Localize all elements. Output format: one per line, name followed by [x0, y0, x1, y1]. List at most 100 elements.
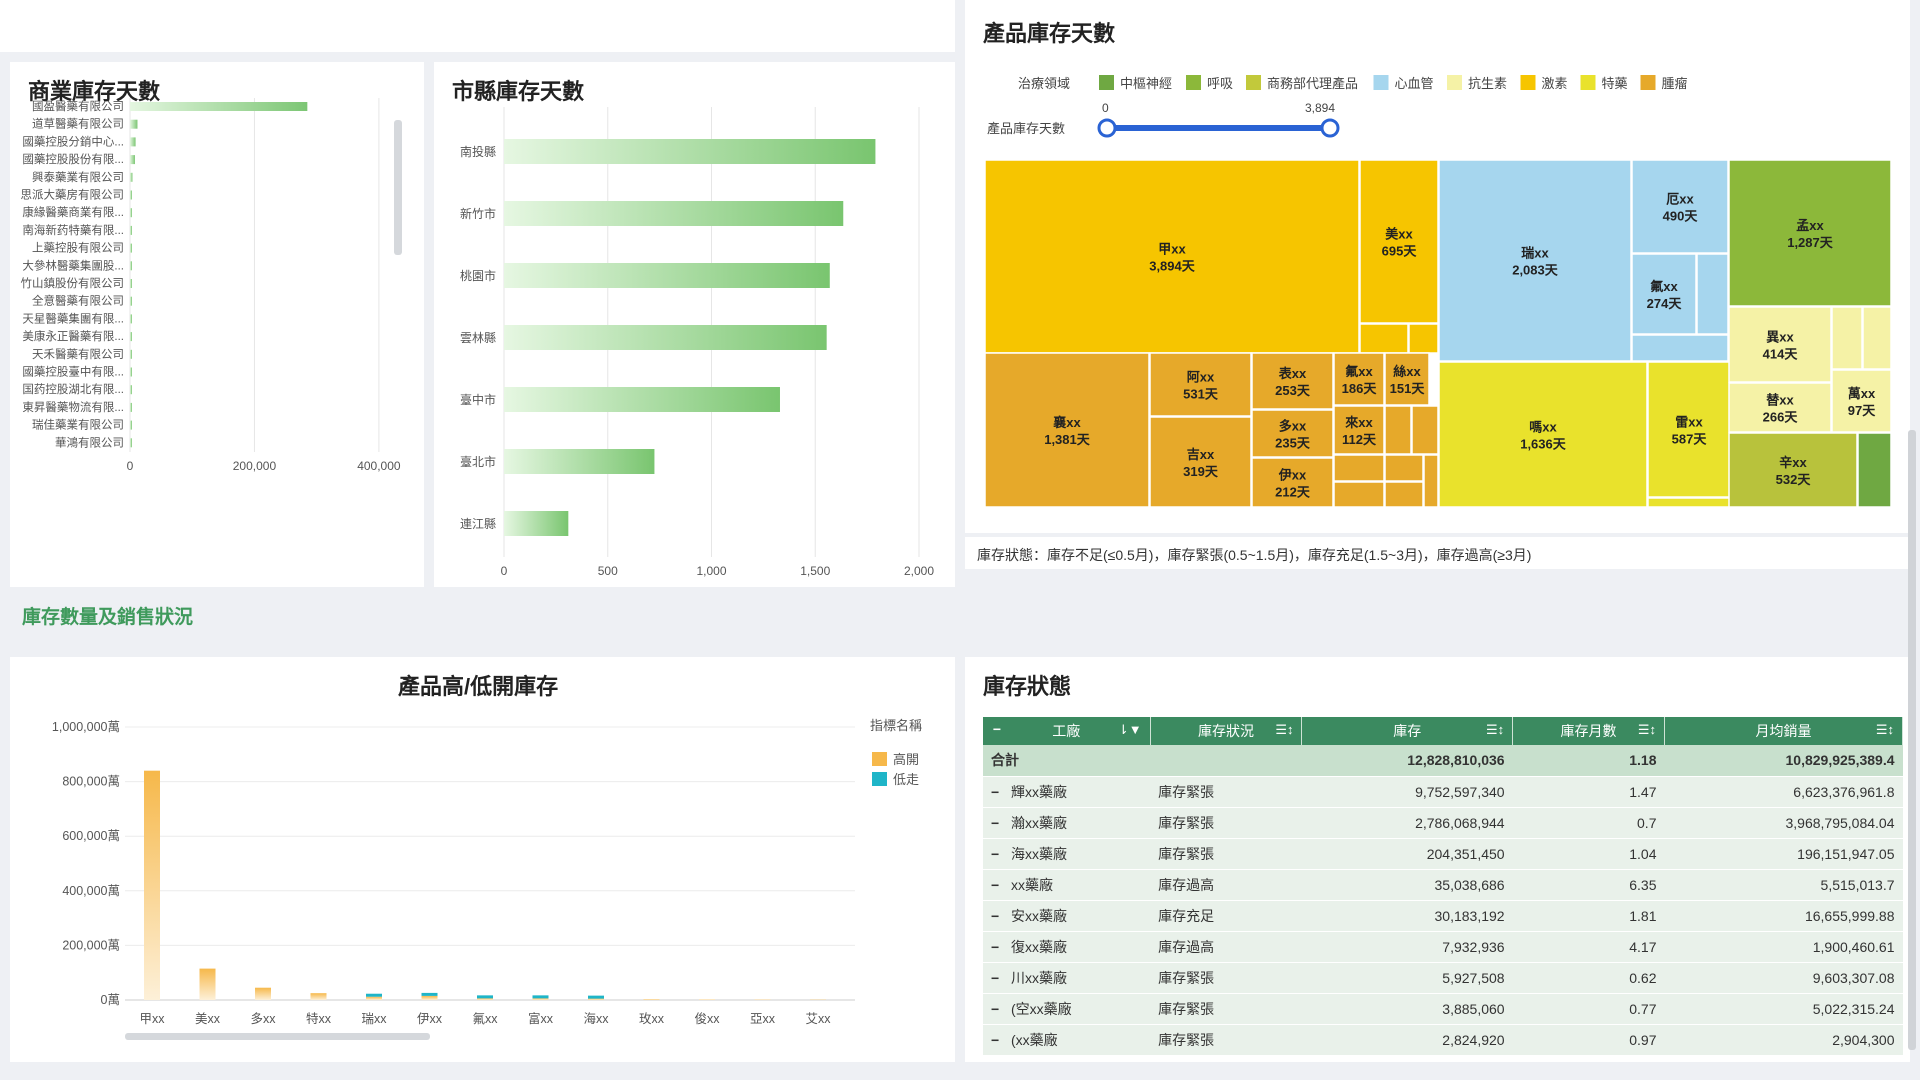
header-sales[interactable]: 月均銷量 ☰↕	[1664, 717, 1904, 745]
bar	[504, 387, 780, 412]
status-table-wrap: − 工廠 ⇂▼ 庫存狀況 ☰↕ 庫存 ☰↕ 庫存月數 ☰↕ 月均銷量 ☰↕ 合計 12,82…	[983, 717, 1904, 1056]
collapse-icon[interactable]: −	[991, 907, 1000, 924]
row-factory: − 川xx藥廠	[983, 962, 1151, 994]
collapse-icon[interactable]: −	[991, 1031, 1000, 1048]
bar	[130, 332, 132, 342]
y-category-label: 國藥控股臺中有限...	[22, 365, 124, 379]
collapse-icon[interactable]: −	[991, 783, 1000, 800]
bar-low	[588, 995, 604, 999]
collapse-icon[interactable]: −	[991, 938, 1000, 955]
row-factory-label: 海xx藥廠	[1011, 845, 1067, 862]
table-row[interactable]: − 瀚xx藥廠 庫存緊張 2,786,068,944 0.7 3,968,795,084.…	[983, 807, 1903, 839]
page-scrollbar[interactable]	[1908, 430, 1916, 1050]
sort-icon[interactable]: ☰↕	[1275, 722, 1294, 737]
y-category-label: 道草醫藥有限公司	[32, 117, 124, 131]
slider-label: 產品庫存天數	[987, 121, 1065, 136]
y-category-label: 美康永正醫藥有限...	[22, 329, 124, 343]
header-status[interactable]: 庫存狀況 ☰↕	[1150, 717, 1303, 745]
commercial-bar-chart: 0 200,000 400,000 國盈醫藥有限公司道草醫藥有限公司國藥控股分銷中心.…	[21, 98, 401, 473]
collapse-icon[interactable]: −	[991, 845, 1000, 862]
row-months: 4.17	[1512, 931, 1665, 963]
commercial-scrollbar[interactable]	[394, 120, 402, 255]
treemap-cell	[1631, 253, 1697, 335]
sort-icon[interactable]: ☰↕	[1875, 722, 1894, 737]
legend-item-label: 抗生素	[1468, 76, 1507, 91]
treemap-cell	[1333, 454, 1385, 482]
y-category-label: 康緣醫藥商業有限...	[22, 205, 124, 219]
treemap-cell-value: 3,894天	[1149, 259, 1196, 274]
treemap-cell-value: 490天	[1663, 209, 1699, 224]
legend-label-low: 低走	[893, 772, 919, 787]
treemap-cell-name: 甲xx	[1158, 242, 1186, 257]
collapse-icon[interactable]: −	[991, 969, 1000, 986]
bar	[130, 349, 132, 359]
bar-high	[255, 987, 271, 1000]
county-title: 市縣庫存天數	[452, 79, 585, 104]
treemap-cell	[1384, 454, 1424, 482]
slider-max-handle[interactable]	[1320, 118, 1340, 138]
treemap-cell-name: 伊xx	[1278, 468, 1307, 483]
treemap-cell-name: 美xx	[1385, 227, 1413, 242]
highlow-scrollbar[interactable]	[125, 1033, 430, 1040]
header-stock[interactable]: 庫存 ☰↕	[1301, 717, 1514, 745]
legend-swatch	[1520, 75, 1536, 90]
bar-low	[477, 995, 493, 999]
bar	[130, 208, 132, 218]
top-strip-panel	[0, 0, 955, 52]
row-factory-label: 川xx藥廠	[1011, 969, 1067, 986]
sort-desc-icon[interactable]: ⇂▼	[1117, 722, 1142, 737]
sort-icon[interactable]: ☰↕	[1485, 722, 1505, 737]
row-stock: 2,786,068,944	[1301, 807, 1513, 839]
status-table: − 工廠 ⇂▼ 庫存狀況 ☰↕ 庫存 ☰↕ 庫存月數 ☰↕ 月均銷量 ☰↕ 合計 12,82…	[983, 717, 1904, 1056]
table-row[interactable]: − 輝xx藥廠 庫存緊張 9,752,597,340 1.47 6,623,376,961…	[983, 776, 1903, 808]
row-sales: 5,515,013.7	[1664, 869, 1903, 901]
legend-label-high: 高開	[893, 752, 919, 767]
header-stock-label: 庫存	[1393, 723, 1422, 739]
row-factory-label: 安xx藥廠	[1011, 907, 1067, 924]
treemap-cell-name: 厄xx	[1666, 192, 1694, 207]
y-category-label: 國盈醫藥有限公司	[32, 99, 124, 113]
treemap-cell-name: 吉xx	[1187, 447, 1215, 462]
collapse-icon[interactable]: −	[991, 814, 1000, 831]
collapse-icon[interactable]: −	[991, 1000, 1000, 1017]
table-row[interactable]: − 安xx藥廠 庫存充足 30,183,192 1.81 16,655,999.88	[983, 900, 1903, 932]
treemap-cell-name: 氟xx	[1345, 364, 1373, 379]
header-months-label: 庫存月數	[1560, 723, 1617, 739]
treemap-cell	[1408, 323, 1439, 354]
treemap-cell-name: 萬xx	[1848, 386, 1876, 401]
status-title: 庫存狀態	[983, 674, 1072, 699]
treemap-cell	[1251, 409, 1334, 458]
header-factory[interactable]: − 工廠 ⇂▼	[983, 717, 1151, 745]
y-category-label: 大參林醫藥集團股...	[22, 258, 124, 272]
bar-low	[532, 995, 549, 999]
row-factory-label: 復xx藥廠	[1011, 938, 1067, 955]
header-months[interactable]: 庫存月數 ☰↕	[1512, 717, 1665, 745]
row-status: 庫存緊張	[1150, 1024, 1302, 1056]
treemap-cell	[1251, 352, 1334, 410]
table-row[interactable]: − 川xx藥廠 庫存緊張 5,927,508 0.62 9,603,307.08	[983, 962, 1903, 994]
row-factory-label: (空xx藥廠	[1011, 1000, 1072, 1017]
treemap-cell-value: 212天	[1275, 485, 1311, 500]
sort-icon[interactable]: ☰↕	[1637, 722, 1656, 737]
bar	[130, 385, 132, 395]
commercial-title: 商業庫存天數	[28, 79, 161, 104]
bar-high	[199, 968, 216, 1000]
x-tick-label: 2,000	[904, 564, 934, 578]
row-months: 6.35	[1512, 869, 1665, 901]
bar-high	[588, 998, 604, 1000]
treemap-cell-name: 辛xx	[1779, 455, 1807, 470]
y-tick-label: 200,000萬	[62, 938, 120, 952]
bar-low	[421, 992, 438, 996]
x-tick-label: 400,000	[357, 459, 401, 473]
table-row[interactable]: − xx藥廠 庫存過高 35,038,686 6.35 5,515,013.7	[983, 869, 1903, 901]
slider-min-handle[interactable]	[1097, 118, 1117, 138]
highlow-title: 產品高/低開庫存	[398, 674, 559, 699]
row-stock: 2,824,920	[1301, 1024, 1513, 1056]
table-row[interactable]: − 復xx藥廠 庫存過高 7,932,936 4.17 1,900,460.61	[983, 931, 1903, 963]
treemap-cell-value: 112天	[1342, 432, 1377, 447]
treemap-cell	[1438, 159, 1632, 362]
table-row[interactable]: − 海xx藥廠 庫存緊張 204,351,450 1.04 196,151,947.05	[983, 838, 1903, 870]
collapse-icon[interactable]: −	[991, 876, 1000, 893]
table-row[interactable]: − (空xx藥廠 庫存緊張 3,885,060 0.77 5,022,315.24	[983, 993, 1903, 1025]
table-row[interactable]: − (xx藥廠 庫存緊張 2,824,920 0.97 2,904,300	[983, 1024, 1903, 1056]
